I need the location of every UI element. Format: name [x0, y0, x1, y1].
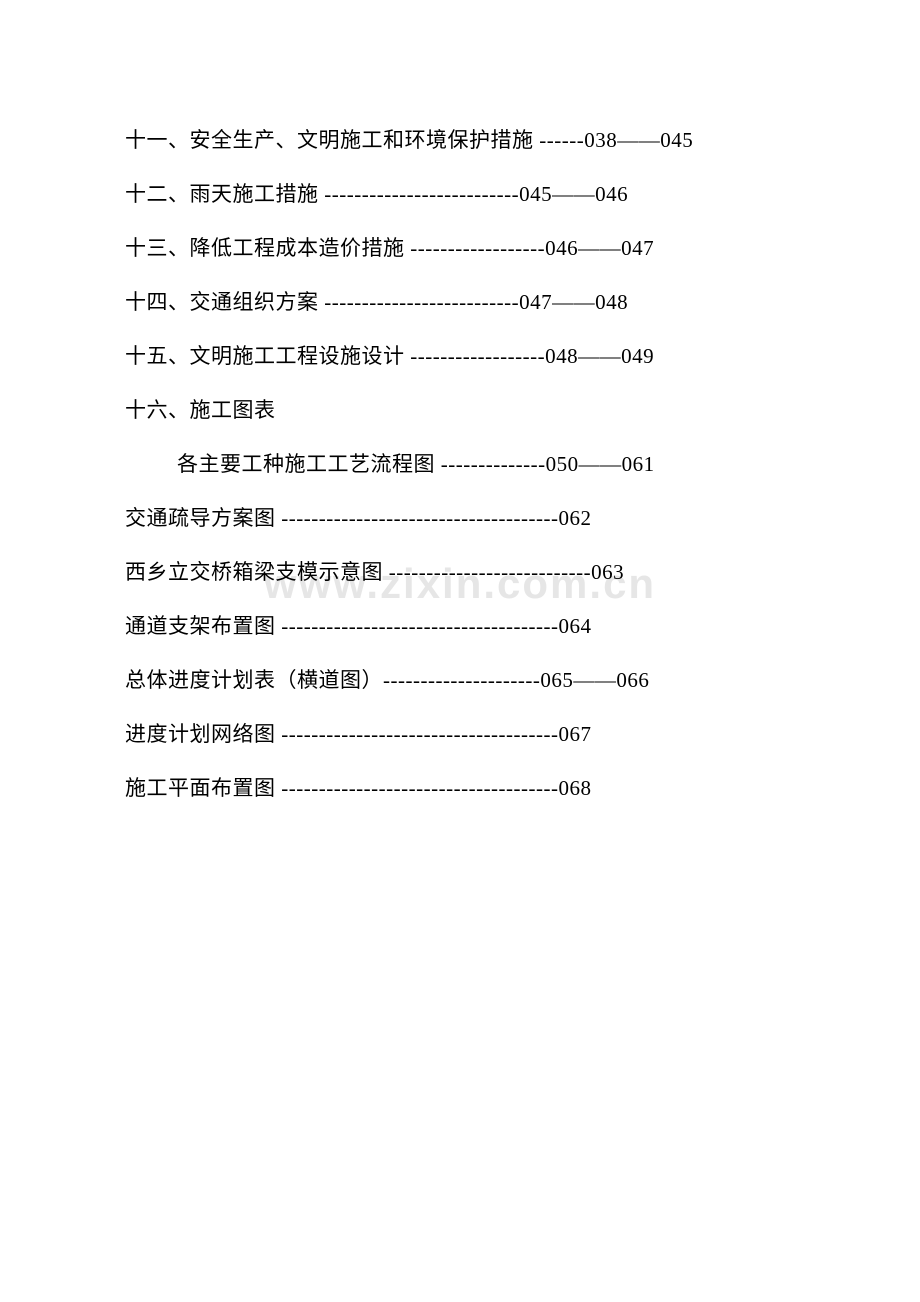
toc-item: 通道支架布置图 --------------------------------…	[125, 616, 820, 637]
toc-item: 西乡立交桥箱梁支模示意图 ---------------------------…	[125, 562, 820, 583]
toc-item: 施工平面布置图 --------------------------------…	[125, 778, 820, 799]
toc-item: 十二、雨天施工措施 --------------------------045—…	[125, 184, 820, 205]
toc-item: 十一、安全生产、文明施工和环境保护措施 ------038——045	[125, 130, 820, 151]
toc-item: 十六、施工图表	[125, 400, 820, 421]
toc-item: 十四、交通组织方案 --------------------------047—…	[125, 292, 820, 313]
toc-item: 各主要工种施工工艺流程图 --------------050——061	[125, 454, 820, 475]
toc-item: 交通疏导方案图 --------------------------------…	[125, 508, 820, 529]
toc-content: 十一、安全生产、文明施工和环境保护措施 ------038——045 十二、雨天…	[0, 0, 920, 799]
toc-item: 十五、文明施工工程设施设计 ------------------048——049	[125, 346, 820, 367]
toc-item: 总体进度计划表（横道图）---------------------065——06…	[125, 670, 820, 691]
toc-item: 进度计划网络图 --------------------------------…	[125, 724, 820, 745]
toc-item: 十三、降低工程成本造价措施 ------------------046——047	[125, 238, 820, 259]
